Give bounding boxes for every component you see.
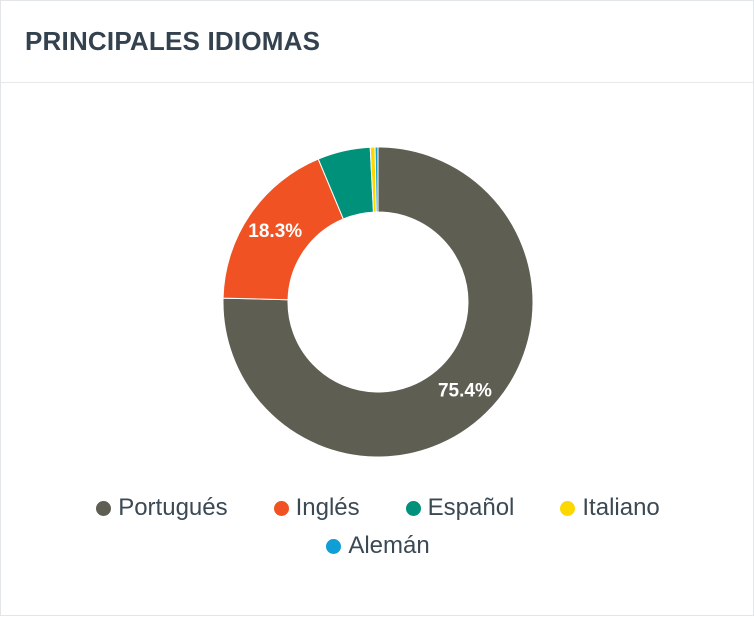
legend-item-espanol[interactable]: Español (405, 494, 515, 522)
legend-item-aleman[interactable]: Alemán (326, 532, 430, 560)
chart-legend: Portugués Inglés Español Italiano Alemán (1, 494, 754, 560)
legend-swatch-ingles (273, 500, 289, 516)
legend-item-portugues[interactable]: Portugués (96, 494, 228, 522)
legend-label-espanol: Español (427, 494, 515, 521)
donut-slice-portugues[interactable] (222, 146, 534, 458)
legend-swatch-aleman (326, 538, 342, 554)
donut-slice-aleman[interactable] (374, 146, 379, 213)
donut-chart: 75.4% 18.3% (222, 146, 534, 458)
donut-chart-area: 75.4% 18.3% Portugués Inglés Español Italian… (1, 84, 754, 617)
legend-label-aleman: Alemán (348, 532, 430, 559)
legend-swatch-italiano (560, 500, 576, 516)
legend-label-ingles: Inglés (295, 494, 360, 521)
legend-item-ingles[interactable]: Inglés (273, 494, 360, 522)
card-title: PRINCIPALES IDIOMAS (25, 26, 321, 56)
data-label-portugues: 75.4% (438, 381, 492, 402)
donut-slices (222, 146, 534, 458)
legend-item-italiano[interactable]: Italiano (560, 494, 660, 522)
legend-label-italiano: Italiano (582, 494, 660, 521)
legend-label-portugues: Portugués (118, 494, 228, 521)
card-header: PRINCIPALES IDIOMAS (1, 1, 753, 83)
donut-data-labels: 75.4% 18.3% (248, 221, 492, 401)
legend-swatch-portugues (96, 500, 112, 516)
data-label-ingles: 18.3% (248, 221, 302, 242)
legend-swatch-espanol (405, 500, 421, 516)
